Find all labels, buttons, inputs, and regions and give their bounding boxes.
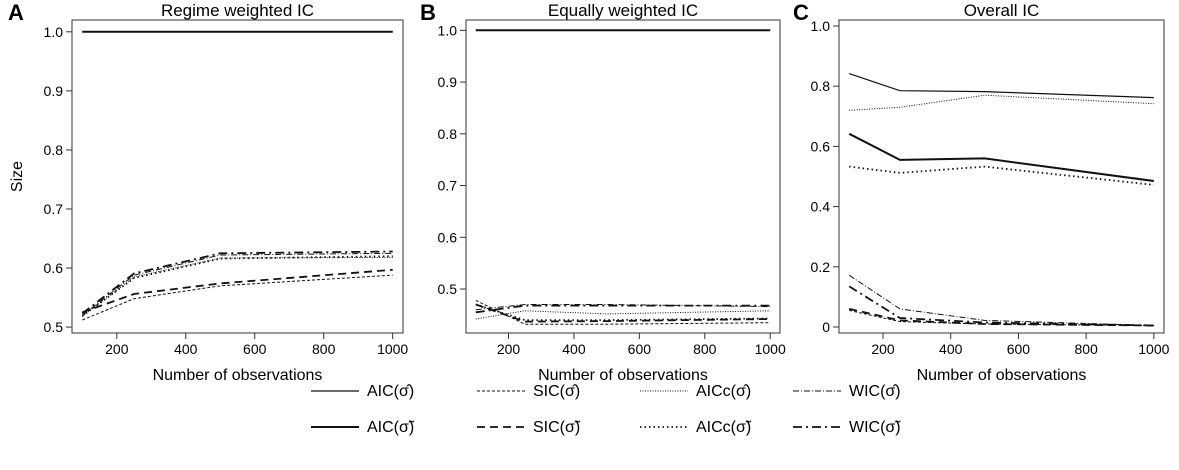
series-line-sic-hat bbox=[849, 309, 1154, 326]
y-tick-label: 0.9 bbox=[44, 83, 64, 99]
y-tick-label: 0.8 bbox=[438, 126, 458, 142]
y-tick-label: 0.8 bbox=[811, 78, 831, 94]
y-tick-label: 0.6 bbox=[438, 229, 458, 245]
x-tick-label: 200 bbox=[871, 341, 895, 357]
x-tick-label: 400 bbox=[174, 341, 198, 357]
legend-label-sic-tilde: SIC(σ̃) bbox=[533, 419, 581, 436]
legend-label-sic-hat: SIC(σ̂) bbox=[533, 383, 580, 400]
x-tick-label: 800 bbox=[693, 341, 717, 357]
x-tick-label: 400 bbox=[939, 341, 963, 357]
x-tick-label: 800 bbox=[312, 341, 336, 357]
legend-label-aic-tilde: AIC(σ̃) bbox=[367, 419, 415, 436]
y-tick-label: 0.5 bbox=[438, 281, 458, 297]
x-tick-label: 1000 bbox=[755, 341, 786, 357]
y-tick-label: 0.6 bbox=[44, 260, 64, 276]
panel-title: Overall IC bbox=[964, 1, 1040, 20]
y-tick-label: 0.7 bbox=[438, 178, 458, 194]
panel-letter: B bbox=[420, 0, 436, 25]
x-tick-label: 600 bbox=[243, 341, 267, 357]
plot-frame bbox=[465, 19, 781, 334]
plot-frame bbox=[838, 19, 1165, 334]
series-line-sic-tilde bbox=[849, 308, 1154, 327]
panel-letter: A bbox=[8, 0, 24, 25]
legend-label-aic-hat: AIC(σ̂) bbox=[367, 383, 414, 400]
panel-c: C Overall IC 200 400 600 800 1000 0 0.2 0.4 0.6 0.8… bbox=[793, 0, 1170, 384]
series-line-wic-tilde bbox=[848, 285, 1154, 327]
legend-label-wic-hat: WIC(σ̂) bbox=[849, 383, 901, 400]
x-tick-label: 600 bbox=[1007, 341, 1031, 357]
x-axis-label: Number of observations bbox=[538, 367, 708, 384]
y-tick-label: 0.7 bbox=[44, 201, 64, 217]
plot-frame bbox=[71, 19, 404, 334]
y-tick-label: 1.0 bbox=[811, 18, 831, 34]
x-tick-label: 200 bbox=[497, 341, 521, 357]
series-line-aic-hat bbox=[849, 73, 1154, 99]
series-line-wic-tilde bbox=[475, 304, 771, 314]
series-line-aicc-tilde bbox=[849, 165, 1154, 186]
x-tick-label: 200 bbox=[105, 341, 129, 357]
series-line-wic-tilde bbox=[81, 250, 393, 315]
series-line-aicc-hat bbox=[849, 94, 1154, 111]
x-tick-label: 1000 bbox=[377, 341, 408, 357]
x-tick-label: 1000 bbox=[1138, 341, 1169, 357]
y-tick-label: 0 bbox=[822, 319, 830, 335]
x-tick-label: 400 bbox=[562, 341, 586, 357]
panel-title: Equally weighted IC bbox=[548, 1, 698, 20]
series-line-sic-tilde bbox=[82, 268, 393, 314]
y-tick-label: 0.4 bbox=[811, 199, 831, 215]
y-axis-label: Size bbox=[9, 161, 26, 192]
x-tick-label: 600 bbox=[628, 341, 652, 357]
panel-b: B Equally weighted IC 200 400 600 800 1000 0.5 0… bbox=[420, 0, 786, 384]
y-tick-label: 0.8 bbox=[44, 142, 64, 158]
legend-label-aicc-hat: AICc(σ̂) bbox=[696, 383, 751, 400]
legend: AIC(σ̂) SIC(σ̂) AICc(σ̂) WIC(σ̂) AIC(σ̃) SIC(… bbox=[311, 383, 901, 436]
y-tick-label: 0.9 bbox=[438, 74, 458, 90]
series-line-aicc-tilde bbox=[81, 255, 393, 317]
series-line-wic-hat bbox=[848, 274, 1154, 326]
legend-label-aicc-tilde: AICc(σ̃) bbox=[696, 419, 752, 436]
panel-a: A Regime weighted IC 200 400 600 800 1000 0.5 0.… bbox=[8, 0, 408, 384]
series-line-aic-tilde bbox=[848, 132, 1154, 182]
series-line-sic-hat bbox=[475, 299, 771, 325]
y-tick-label: 0.2 bbox=[811, 259, 831, 275]
panel-letter: C bbox=[793, 0, 809, 25]
y-tick-label: 1.0 bbox=[44, 24, 64, 40]
legend-label-wic-tilde: WIC(σ̃) bbox=[849, 419, 901, 436]
x-axis-label: Number of observations bbox=[917, 367, 1087, 384]
series-line-sic-tilde bbox=[475, 303, 771, 323]
panel-title: Regime weighted IC bbox=[161, 1, 314, 20]
series-line-aicc-hat bbox=[475, 310, 771, 320]
y-tick-label: 0.6 bbox=[811, 138, 831, 154]
y-tick-label: 0.5 bbox=[44, 319, 64, 335]
series-line-aicc-hat bbox=[81, 256, 393, 317]
y-tick-label: 1.0 bbox=[438, 22, 458, 38]
x-tick-label: 800 bbox=[1074, 341, 1098, 357]
x-axis-label: Number of observations bbox=[153, 367, 323, 384]
